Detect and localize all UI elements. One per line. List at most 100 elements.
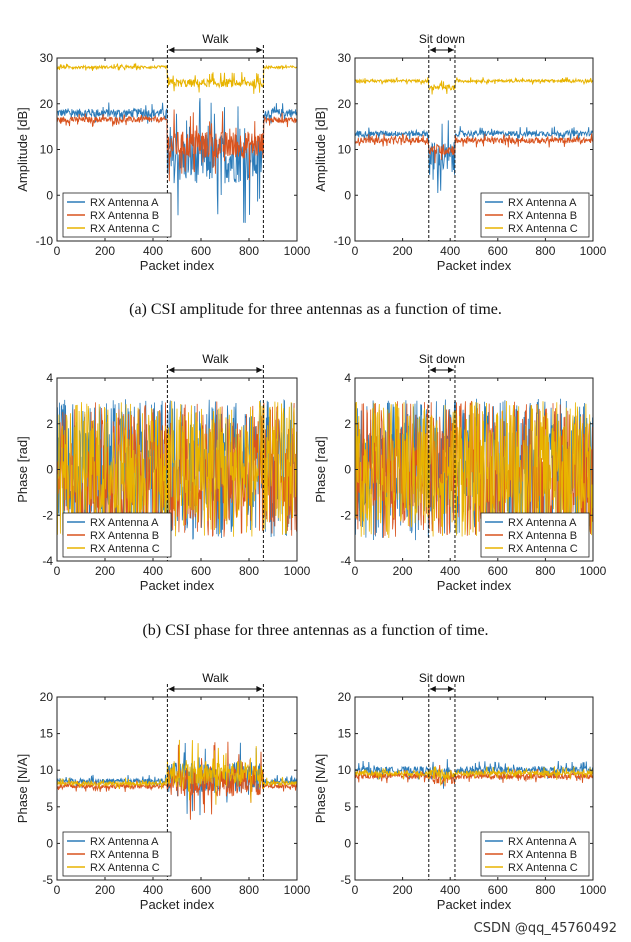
event-arrow-head-right bbox=[256, 367, 263, 373]
y-axis-label: Amplitude [dB] bbox=[313, 107, 328, 192]
x-tick-label: 1000 bbox=[580, 244, 607, 258]
y-tick-label: -2 bbox=[42, 508, 53, 522]
x-tick-label: 1000 bbox=[284, 883, 311, 897]
y-tick-label: 0 bbox=[46, 463, 53, 477]
legend-label: RX Antenna C bbox=[508, 223, 578, 235]
series-line-c bbox=[355, 766, 593, 786]
x-tick-label: 400 bbox=[440, 244, 460, 258]
event-arrow-head-left bbox=[168, 686, 175, 692]
caption-b: (b) CSI phase for three antennas as a fu… bbox=[142, 622, 489, 639]
event-label: Walk bbox=[202, 671, 229, 685]
x-tick-label: 800 bbox=[535, 883, 555, 897]
y-tick-label: 20 bbox=[40, 97, 54, 111]
x-tick-label: 600 bbox=[488, 244, 508, 258]
x-tick-label: 600 bbox=[488, 883, 508, 897]
y-axis-label: Phase [rad] bbox=[15, 436, 30, 503]
legend-label: RX Antenna B bbox=[508, 849, 577, 861]
x-tick-label: 1000 bbox=[284, 244, 311, 258]
y-axis-label: Amplitude [dB] bbox=[15, 107, 30, 192]
y-tick-label: 0 bbox=[344, 836, 351, 850]
event-arrow-head-left bbox=[429, 47, 436, 53]
x-tick-label: 1000 bbox=[580, 564, 607, 578]
y-tick-label: 10 bbox=[40, 763, 54, 777]
event-label: Sit down bbox=[419, 32, 465, 46]
x-tick-label: 600 bbox=[191, 564, 211, 578]
y-tick-label: 0 bbox=[46, 836, 53, 850]
legend-label: RX Antenna A bbox=[508, 517, 577, 529]
y-tick-label: -4 bbox=[340, 554, 351, 568]
series-line-b bbox=[355, 133, 593, 164]
x-tick-label: 400 bbox=[440, 564, 460, 578]
series-line-c bbox=[57, 400, 297, 538]
y-tick-label: -10 bbox=[36, 234, 54, 248]
legend-label: RX Antenna A bbox=[508, 836, 577, 848]
x-tick-label: 800 bbox=[535, 244, 555, 258]
y-tick-label: 0 bbox=[344, 463, 351, 477]
x-tick-label: 0 bbox=[352, 883, 359, 897]
event-label: Walk bbox=[202, 352, 229, 366]
legend-label: RX Antenna B bbox=[508, 530, 577, 542]
x-tick-label: 800 bbox=[239, 883, 259, 897]
x-tick-label: 400 bbox=[143, 564, 163, 578]
series-line-c bbox=[355, 400, 593, 539]
y-tick-label: 20 bbox=[338, 97, 352, 111]
x-tick-label: 200 bbox=[95, 244, 115, 258]
x-axis-label: Packet index bbox=[437, 578, 512, 593]
event-label: Sit down bbox=[419, 671, 465, 685]
chart-phase-sit: 0 200 400 600 800 1000 -4 -2 0 2 4 Packet index Phas… bbox=[313, 352, 607, 593]
series-line-c bbox=[355, 76, 593, 95]
x-tick-label: 400 bbox=[440, 883, 460, 897]
series-line-a bbox=[355, 120, 593, 194]
x-tick-label: 800 bbox=[239, 564, 259, 578]
event-arrow-head-left bbox=[429, 686, 436, 692]
x-tick-label: 400 bbox=[143, 883, 163, 897]
y-tick-label: 0 bbox=[46, 188, 53, 202]
x-tick-label: 0 bbox=[54, 564, 61, 578]
legend-label: RX Antenna B bbox=[90, 530, 159, 542]
legend-label: RX Antenna B bbox=[90, 210, 159, 222]
x-tick-label: 0 bbox=[54, 883, 61, 897]
legend-label: RX Antenna B bbox=[508, 210, 577, 222]
event-arrow-head-right bbox=[447, 686, 454, 692]
event-label: Walk bbox=[202, 32, 229, 46]
x-axis-label: Packet index bbox=[140, 897, 215, 912]
y-tick-label: 30 bbox=[338, 51, 352, 65]
y-tick-label: 10 bbox=[338, 763, 352, 777]
axes-frame bbox=[354, 696, 594, 881]
event-arrow-head-right bbox=[447, 47, 454, 53]
event-arrow-head-left bbox=[168, 47, 175, 53]
caption-a: (a) CSI amplitude for three antennas as … bbox=[129, 301, 502, 318]
x-tick-label: 800 bbox=[239, 244, 259, 258]
legend-label: RX Antenna A bbox=[90, 836, 159, 848]
legend-label: RX Antenna C bbox=[508, 543, 578, 555]
x-tick-label: 400 bbox=[143, 244, 163, 258]
axes-frame bbox=[56, 696, 298, 881]
y-axis-label: Phase [rad] bbox=[313, 436, 328, 503]
event-arrow-head-right bbox=[447, 367, 454, 373]
y-tick-label: -10 bbox=[334, 234, 352, 248]
y-tick-label: 30 bbox=[40, 51, 54, 65]
x-tick-label: 600 bbox=[488, 564, 508, 578]
y-tick-label: 4 bbox=[344, 371, 351, 385]
x-axis-label: Packet index bbox=[437, 897, 512, 912]
series-line-b bbox=[57, 109, 297, 182]
y-tick-label: -5 bbox=[340, 873, 351, 887]
y-tick-label: 20 bbox=[338, 690, 352, 704]
legend-label: RX Antenna C bbox=[90, 862, 160, 874]
chart-phase-walk: 0 200 400 600 800 1000 -4 -2 0 2 4 Packet index Phas… bbox=[15, 352, 311, 593]
y-axis-label: Phase [N/A] bbox=[313, 754, 328, 823]
x-tick-label: 200 bbox=[393, 883, 413, 897]
x-tick-label: 200 bbox=[95, 564, 115, 578]
y-tick-label: 2 bbox=[344, 417, 351, 431]
legend-label: RX Antenna A bbox=[90, 197, 159, 209]
legend-label: RX Antenna B bbox=[90, 849, 159, 861]
y-tick-label: 2 bbox=[46, 417, 53, 431]
y-tick-label: -2 bbox=[340, 508, 351, 522]
x-tick-label: 200 bbox=[393, 244, 413, 258]
watermark: CSDN @qq_45760492 bbox=[473, 921, 617, 936]
event-arrow-head-right bbox=[256, 686, 263, 692]
